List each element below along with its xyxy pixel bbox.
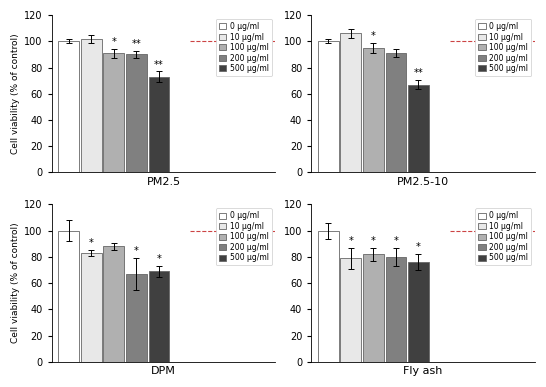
Text: *: * [394, 236, 398, 246]
X-axis label: PM2.5: PM2.5 [146, 176, 181, 187]
Bar [104, 53, 124, 172]
Bar [149, 77, 169, 172]
Bar [318, 41, 339, 172]
Legend: 0 μg/ml, 10 μg/ml, 100 μg/ml, 200 μg/ml, 500 μg/ml: 0 μg/ml, 10 μg/ml, 100 μg/ml, 200 μg/ml,… [216, 208, 271, 265]
Bar [340, 33, 361, 172]
X-axis label: DPM: DPM [151, 366, 176, 376]
Bar [81, 253, 102, 362]
Legend: 0 μg/ml, 10 μg/ml, 100 μg/ml, 200 μg/ml, 500 μg/ml: 0 μg/ml, 10 μg/ml, 100 μg/ml, 200 μg/ml,… [475, 208, 531, 265]
Text: **: ** [413, 68, 423, 78]
Bar [385, 257, 406, 362]
Bar [385, 53, 406, 172]
Text: **: ** [154, 60, 164, 70]
Bar [81, 39, 102, 172]
Text: **: ** [132, 39, 141, 49]
Bar [363, 254, 384, 362]
Legend: 0 μg/ml, 10 μg/ml, 100 μg/ml, 200 μg/ml, 500 μg/ml: 0 μg/ml, 10 μg/ml, 100 μg/ml, 200 μg/ml,… [475, 19, 531, 76]
Y-axis label: Cell viability (% of control): Cell viability (% of control) [11, 223, 20, 343]
Bar [408, 85, 429, 172]
Text: *: * [371, 236, 376, 246]
Bar [58, 41, 79, 172]
Legend: 0 μg/ml, 10 μg/ml, 100 μg/ml, 200 μg/ml, 500 μg/ml: 0 μg/ml, 10 μg/ml, 100 μg/ml, 200 μg/ml,… [216, 19, 271, 76]
Text: *: * [89, 238, 94, 248]
Bar [363, 48, 384, 172]
Bar [126, 274, 147, 362]
Bar [104, 247, 124, 362]
Text: *: * [134, 246, 139, 256]
Bar [408, 262, 429, 362]
Text: *: * [157, 254, 162, 264]
Bar [58, 231, 79, 362]
Text: *: * [111, 36, 116, 46]
Bar [318, 231, 339, 362]
Bar [340, 258, 361, 362]
Y-axis label: Cell viability (% of control): Cell viability (% of control) [11, 33, 20, 154]
Bar [149, 271, 169, 362]
Text: *: * [348, 236, 353, 246]
X-axis label: Fly ash: Fly ash [403, 366, 443, 376]
Text: *: * [416, 242, 421, 252]
Bar [126, 55, 147, 172]
Text: *: * [371, 31, 376, 41]
X-axis label: PM2.5-10: PM2.5-10 [397, 176, 449, 187]
